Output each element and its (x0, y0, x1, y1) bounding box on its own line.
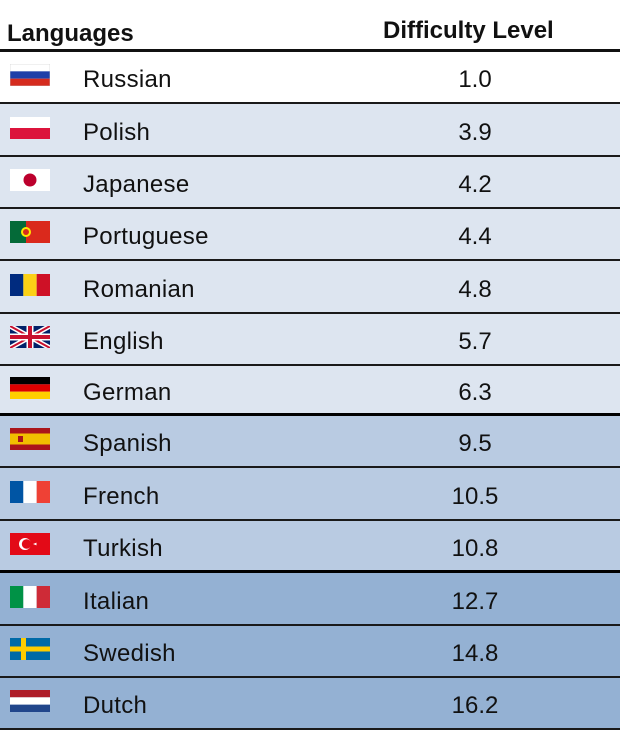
table-row: Polish 3.9 (0, 104, 620, 157)
difficulty-value: 4.4 (458, 223, 492, 250)
difficulty-value: 12.7 (451, 588, 499, 615)
table-row: Japanese 4.2 (0, 157, 620, 209)
difficulty-value: 3.9 (458, 119, 492, 146)
table-row: Italian 12.7 (0, 573, 620, 626)
difficulty-value: 4.2 (458, 171, 492, 198)
languages-column-header: Languages (7, 20, 134, 47)
table-row: German 6.3 (0, 366, 620, 416)
table-row: Portuguese 4.4 (0, 209, 620, 261)
language-name: Spanish (83, 430, 172, 457)
language-name: Romanian (83, 276, 195, 303)
japan-flag-icon (10, 169, 50, 191)
table-row: Spanish 9.5 (0, 416, 620, 468)
difficulty-value: 4.8 (458, 276, 492, 303)
poland-flag-icon (10, 117, 50, 139)
table-row: Swedish 14.8 (0, 626, 620, 678)
difficulty-value: 5.7 (458, 328, 492, 355)
language-name: Russian (83, 66, 172, 93)
difficulty-value: 10.8 (451, 535, 499, 562)
difficulty-value: 9.5 (458, 430, 492, 457)
language-name: Turkish (83, 535, 163, 562)
language-name: Swedish (83, 640, 176, 667)
language-name: English (83, 328, 164, 355)
language-name: French (83, 483, 160, 510)
portugal-flag-icon (10, 221, 50, 243)
language-name: German (83, 379, 172, 406)
difficulty-value: 16.2 (451, 692, 499, 719)
difficulty-value: 1.0 (458, 66, 492, 93)
language-name: Polish (83, 119, 151, 146)
spain-flag-icon (10, 428, 50, 450)
france-flag-icon (10, 481, 50, 503)
uk-flag-icon (10, 326, 50, 348)
table-row: Dutch 16.2 (0, 678, 620, 730)
language-name: Dutch (83, 692, 148, 719)
difficulty-value: 6.3 (458, 379, 492, 406)
table-row: French 10.5 (0, 468, 620, 521)
sweden-flag-icon (10, 638, 50, 660)
germany-flag-icon (10, 377, 50, 399)
russia-flag-icon (10, 64, 50, 86)
turkey-flag-icon (10, 533, 50, 555)
table-row: Russian 1.0 (0, 52, 620, 104)
table-header: Languages Difficulty Level (0, 0, 620, 52)
table-row: English 5.7 (0, 314, 620, 366)
netherlands-flag-icon (10, 690, 50, 712)
language-name: Italian (83, 588, 150, 615)
difficulty-value: 10.5 (451, 483, 499, 510)
table-row: Romanian 4.8 (0, 261, 620, 314)
table-row: Turkish 10.8 (0, 521, 620, 573)
difficulty-column-header: Difficulty Level (383, 17, 554, 44)
italy-flag-icon (10, 586, 50, 608)
language-name: Portuguese (83, 223, 209, 250)
difficulty-value: 14.8 (451, 640, 499, 667)
language-name: Japanese (83, 171, 190, 198)
romania-flag-icon (10, 274, 50, 296)
